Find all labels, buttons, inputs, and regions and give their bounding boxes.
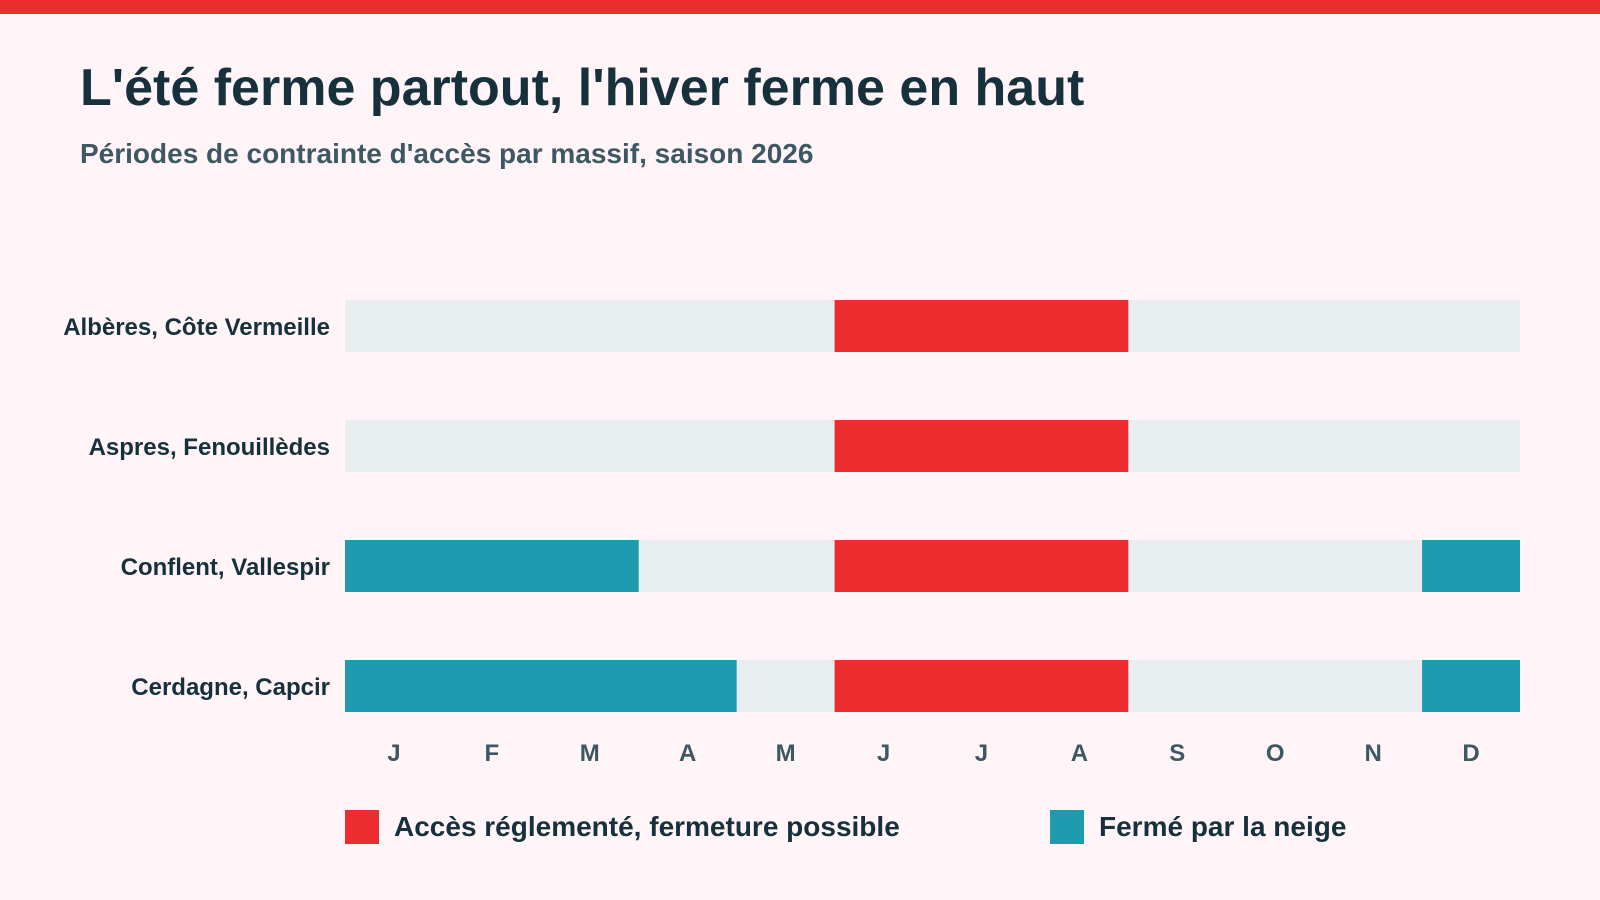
chart-subtitle: Périodes de contrainte d'accès par massi…: [80, 138, 814, 169]
legend-label-summer: Accès réglementé, fermeture possible: [394, 811, 900, 842]
row-label: Cerdagne, Capcir: [131, 674, 330, 701]
snow-period-bar: [345, 540, 639, 592]
month-tick-label: O: [1266, 740, 1285, 767]
legend-item-summer: Accès réglementé, fermeture possible: [345, 810, 900, 844]
snow-period-bar: [1422, 540, 1520, 592]
month-tick-label: J: [387, 740, 400, 767]
top-accent-bar: [0, 0, 1600, 14]
summer-period-bar: [834, 660, 1129, 712]
legend-item-snow: Fermé par la neige: [1050, 810, 1346, 844]
summer-period-bar: [834, 540, 1129, 592]
month-tick-label: A: [1071, 740, 1088, 767]
timeline-chart: Albères, Côte Vermeille Aspres, Fenouillè…: [63, 300, 1520, 767]
month-tick-label: J: [877, 740, 890, 767]
month-tick-label: M: [580, 740, 600, 767]
month-tick-label: A: [679, 740, 696, 767]
summer-period-bar: [834, 300, 1129, 352]
legend-swatch-summer: [345, 810, 379, 844]
legend-label-snow: Fermé par la neige: [1099, 811, 1347, 842]
snow-period-bar: [345, 660, 737, 712]
month-tick-label: F: [485, 740, 500, 767]
month-tick-label: N: [1364, 740, 1381, 767]
month-tick-label: D: [1462, 740, 1479, 767]
row-label: Albères, Côte Vermeille: [63, 314, 330, 341]
chart-title: L'été ferme partout, l'hiver ferme en ha…: [80, 59, 1085, 117]
legend-swatch-snow: [1050, 810, 1084, 844]
summer-period-bar: [834, 420, 1129, 472]
month-tick-label: M: [776, 740, 796, 767]
row-label: Conflent, Vallespir: [121, 554, 330, 581]
month-tick-label: J: [975, 740, 988, 767]
row-label: Aspres, Fenouillèdes: [89, 434, 330, 461]
snow-period-bar: [1422, 660, 1520, 712]
month-tick-label: S: [1169, 740, 1185, 767]
